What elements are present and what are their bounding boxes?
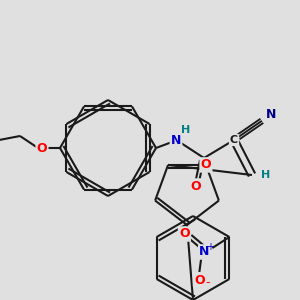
- Text: N: N: [171, 134, 181, 146]
- Text: N: N: [199, 245, 210, 259]
- Text: H: H: [182, 125, 190, 135]
- Text: -: -: [205, 277, 210, 290]
- Text: O: O: [201, 158, 211, 172]
- Text: N: N: [266, 109, 276, 122]
- Text: O: O: [37, 142, 47, 154]
- Text: +: +: [206, 242, 214, 252]
- Text: C: C: [230, 135, 238, 145]
- Text: O: O: [194, 274, 205, 286]
- Text: O: O: [191, 179, 201, 193]
- Text: O: O: [179, 227, 190, 241]
- Text: H: H: [261, 170, 271, 180]
